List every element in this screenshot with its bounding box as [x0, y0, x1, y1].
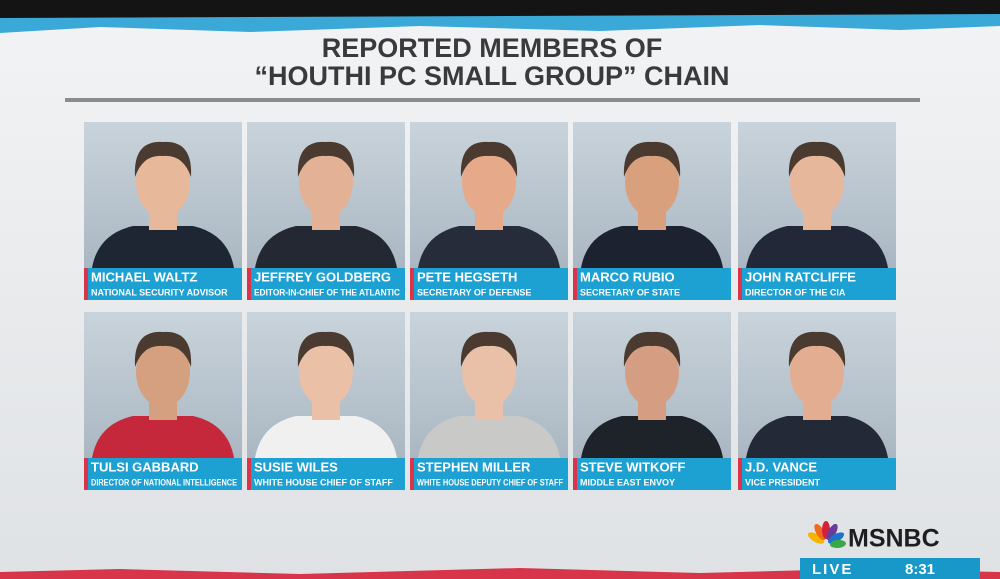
member-name: SUSIE WILES	[254, 459, 338, 474]
member-name: STEPHEN MILLER	[417, 459, 531, 474]
member-card: MICHAEL WALTZ NATIONAL SECURITY ADVISOR	[84, 122, 242, 300]
live-bar	[800, 558, 980, 579]
member-card: PETE HEGSETH SECRETARY OF DEFENSE	[410, 122, 568, 300]
member-name: J.D. VANCE	[745, 459, 817, 474]
member-card: JOHN RATCLIFFE DIRECTOR OF THE CIA	[738, 122, 896, 300]
title-rule	[65, 98, 920, 102]
portrait-head	[136, 337, 190, 407]
member-role: WHITE HOUSE CHIEF OF STAFF	[254, 477, 393, 487]
caption-bar	[84, 268, 242, 300]
caption-accent	[410, 458, 414, 490]
portrait-head	[790, 147, 844, 217]
portrait-body	[746, 416, 888, 458]
caption-bar	[410, 458, 568, 490]
member-role: VICE PRESIDENT	[745, 477, 821, 487]
member-card: SUSIE WILES WHITE HOUSE CHIEF OF STAFF	[247, 312, 405, 490]
portrait-body	[418, 416, 560, 458]
member-name: JOHN RATCLIFFE	[745, 269, 856, 284]
portrait-head	[462, 337, 516, 407]
caption-accent	[247, 458, 251, 490]
member-name: PETE HEGSETH	[417, 269, 517, 284]
member-role: EDITOR-IN-CHIEF OF THE ATLANTIC	[254, 287, 400, 297]
portrait-head	[299, 147, 353, 217]
caption-accent	[84, 458, 88, 490]
portrait-head	[136, 147, 190, 217]
caption-bar	[738, 458, 896, 490]
member-grid: MICHAEL WALTZ NATIONAL SECURITY ADVISOR JE…	[84, 122, 896, 490]
member-role: DIRECTOR OF NATIONAL INTELLIGENCE	[91, 477, 237, 487]
caption-bar	[738, 268, 896, 300]
network-bug: MSNBC LIVE 8:31	[800, 521, 980, 579]
portrait-hair	[788, 141, 846, 177]
portrait-head	[462, 147, 516, 217]
portrait-body	[418, 226, 560, 268]
member-card: STEVE WITKOFF MIDDLE EAST ENVOY	[573, 312, 731, 490]
member-name: STEVE WITKOFF	[580, 459, 686, 474]
portrait-body	[581, 226, 723, 268]
member-role: SECRETARY OF STATE	[580, 287, 680, 297]
member-name: MARCO RUBIO	[580, 269, 675, 284]
portrait-hair	[297, 331, 355, 367]
portrait-hair	[623, 141, 681, 177]
title-line: REPORTED MEMBERS OF	[322, 33, 663, 63]
member-role: DIRECTOR OF THE CIA	[745, 287, 846, 297]
portrait-hair	[460, 331, 518, 367]
caption-accent	[84, 268, 88, 300]
caption-bar	[573, 268, 731, 300]
peacock-logo	[807, 521, 846, 549]
portrait-hair	[623, 331, 681, 367]
portrait-hair	[134, 331, 192, 367]
portrait-hair	[297, 141, 355, 177]
bottom-torn-strip	[0, 568, 1000, 579]
caption-bar	[410, 268, 568, 300]
caption-accent	[573, 458, 577, 490]
member-role: NATIONAL SECURITY ADVISOR	[91, 287, 228, 297]
caption-accent	[410, 268, 414, 300]
portrait-body	[255, 416, 397, 458]
caption-bar	[84, 458, 242, 490]
member-card: JEFFREY GOLDBERG EDITOR-IN-CHIEF OF THE A…	[247, 122, 405, 300]
member-name: MICHAEL WALTZ	[91, 269, 197, 284]
member-role: MIDDLE EAST ENVOY	[580, 477, 675, 487]
member-card: STEPHEN MILLER WHITE HOUSE DEPUTY CHIEF O…	[410, 312, 568, 490]
caption-bar	[247, 458, 405, 490]
title-line: “HOUTHI PC SMALL GROUP” CHAIN	[254, 61, 729, 91]
portrait-head	[625, 337, 679, 407]
portrait-body	[746, 226, 888, 268]
portrait-body	[92, 226, 234, 268]
caption-accent	[573, 268, 577, 300]
caption-accent	[738, 268, 742, 300]
member-card: MARCO RUBIO SECRETARY OF STATE	[573, 122, 731, 300]
member-name: JEFFREY GOLDBERG	[254, 269, 391, 284]
portrait-head	[790, 337, 844, 407]
member-card: TULSI GABBARD DIRECTOR OF NATIONAL INTELL…	[84, 312, 242, 490]
portrait-hair	[788, 331, 846, 367]
portrait-body	[255, 226, 397, 268]
portrait-body	[581, 416, 723, 458]
time-label: 8:31	[905, 561, 935, 578]
live-label: LIVE	[812, 561, 853, 578]
caption-bar	[573, 458, 731, 490]
top-torn-strip	[0, 14, 1000, 33]
member-name: TULSI GABBARD	[91, 459, 199, 474]
caption-accent	[247, 268, 251, 300]
portrait-head	[299, 337, 353, 407]
member-card: J.D. VANCE VICE PRESIDENT	[738, 312, 896, 490]
portrait-body	[92, 416, 234, 458]
portrait-head	[625, 147, 679, 217]
portrait-hair	[460, 141, 518, 177]
member-role: SECRETARY OF DEFENSE	[417, 287, 531, 297]
caption-bar	[247, 268, 405, 300]
network-logo: MSNBC	[848, 525, 940, 553]
caption-accent	[738, 458, 742, 490]
member-role: WHITE HOUSE DEPUTY CHIEF OF STAFF	[417, 477, 563, 487]
portrait-hair	[134, 141, 192, 177]
